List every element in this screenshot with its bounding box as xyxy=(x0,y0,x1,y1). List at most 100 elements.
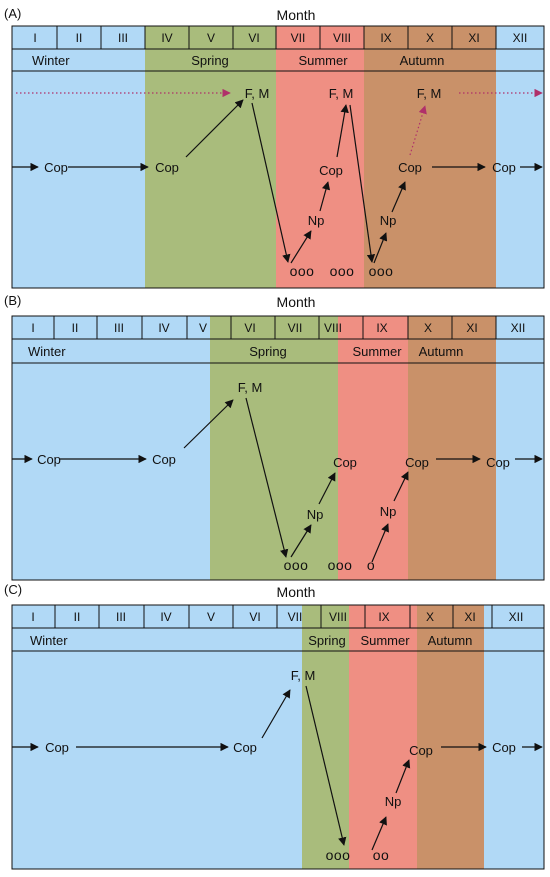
month-label: I xyxy=(33,31,36,45)
month-label: III xyxy=(116,610,126,624)
month-label: VIII xyxy=(329,610,347,624)
stage-cop: Cop xyxy=(486,455,510,470)
spring-band xyxy=(145,26,276,288)
month-label: VII xyxy=(288,610,303,624)
flow-arrows xyxy=(12,685,543,851)
stage-adults-fm: F, M xyxy=(291,668,316,683)
stage-cop: Cop xyxy=(409,743,433,758)
month-axis-title: Month xyxy=(277,294,316,310)
stage-cop: Cop xyxy=(233,740,257,755)
stage-cop: Cop xyxy=(492,740,516,755)
panel-label: (B) xyxy=(4,293,21,308)
month-label: V xyxy=(207,610,215,624)
stage-cop: Cop xyxy=(45,740,69,755)
stage-cop: Cop xyxy=(405,455,429,470)
month-label: II xyxy=(76,31,83,45)
month-label: II xyxy=(74,610,81,624)
month-label: XI xyxy=(466,321,477,335)
month-label: XI xyxy=(468,31,479,45)
month-label: VIII xyxy=(324,321,342,335)
season-label-spring: Spring xyxy=(249,344,287,359)
panel-a: (A) Month I II III IV V VI VII VIII IX xyxy=(4,6,545,289)
month-label: VI xyxy=(248,31,259,45)
stage-labels: Cop Cop F, M Np Cop Cop ooo oo xyxy=(45,668,516,863)
season-label-spring: Spring xyxy=(308,633,346,648)
autumn-band xyxy=(408,316,496,580)
month-label: I xyxy=(31,321,34,335)
stage-cop: Cop xyxy=(152,452,176,467)
month-label: V xyxy=(199,321,207,335)
month-label: IV xyxy=(161,31,172,45)
stage-cop: Cop xyxy=(398,160,422,175)
stage-cop: Cop xyxy=(155,160,179,175)
month-label: VI xyxy=(249,610,260,624)
month-label: III xyxy=(114,321,124,335)
season-label-winter: Winter xyxy=(32,53,70,68)
month-label: IV xyxy=(160,610,171,624)
stage-labels: Cop Cop F, M Np Cop Np Cop Cop ooo ooo o xyxy=(37,380,510,573)
panel-label: (C) xyxy=(4,582,22,597)
month-label: VIII xyxy=(333,31,351,45)
eggs: oo xyxy=(373,847,390,863)
month-label: IX xyxy=(378,610,389,624)
stage-nauplius: Np xyxy=(380,504,397,519)
season-label-winter: Winter xyxy=(28,344,66,359)
stage-adults-fm: F, M xyxy=(329,86,354,101)
month-label: V xyxy=(207,31,215,45)
season-label-summer: Summer xyxy=(360,633,410,648)
panel-c: (C) Month I II III IV V VI VII VIII IX xyxy=(4,582,545,870)
summer-band xyxy=(276,26,364,288)
stage-cop: Cop xyxy=(333,455,357,470)
month-label: VII xyxy=(291,31,306,45)
season-label-summer: Summer xyxy=(352,344,402,359)
eggs: ooo xyxy=(369,263,394,279)
month-label: XII xyxy=(511,321,526,335)
stage-nauplius: Np xyxy=(308,213,325,228)
month-label: XII xyxy=(513,31,528,45)
eggs: ooo xyxy=(328,557,353,573)
season-label-autumn: Autumn xyxy=(419,344,464,359)
eggs: ooo xyxy=(330,263,355,279)
stage-adults-fm: F, M xyxy=(417,86,442,101)
stage-adults-fm: F, M xyxy=(245,86,270,101)
spring-band xyxy=(302,605,349,869)
month-label: X xyxy=(424,321,432,335)
stage-cop: Cop xyxy=(44,160,68,175)
autumn-band xyxy=(364,26,496,288)
eggs: ooo xyxy=(290,263,315,279)
month-label: IX xyxy=(380,31,391,45)
stage-labels: Cop Cop F, M Np Cop F, M Np Cop F, M Cop… xyxy=(44,86,516,279)
eggs: o xyxy=(367,557,375,573)
month-label: XII xyxy=(509,610,524,624)
month-axis-title: Month xyxy=(277,584,316,600)
stage-cop: Cop xyxy=(319,163,343,178)
panel-label: (A) xyxy=(4,6,21,21)
season-label-spring: Spring xyxy=(191,53,229,68)
month-label: XI xyxy=(464,610,475,624)
month-label: IV xyxy=(158,321,169,335)
month-label: I xyxy=(31,610,34,624)
season-label-winter: Winter xyxy=(30,633,68,648)
eggs: ooo xyxy=(326,847,351,863)
stage-adults-fm: F, M xyxy=(238,380,263,395)
month-label: II xyxy=(72,321,79,335)
season-label-autumn: Autumn xyxy=(428,633,473,648)
stage-nauplius: Np xyxy=(385,794,402,809)
spring-band xyxy=(210,316,338,580)
month-label: X xyxy=(426,31,434,45)
panel-b: (B) Month I II III IV V VI VII VIII IX xyxy=(4,293,545,581)
month-axis-title: Month xyxy=(277,7,316,23)
stage-cop: Cop xyxy=(37,452,61,467)
month-label: III xyxy=(118,31,128,45)
season-label-summer: Summer xyxy=(298,53,348,68)
stage-nauplius: Np xyxy=(380,213,397,228)
month-label: X xyxy=(426,610,434,624)
month-label: IX xyxy=(376,321,387,335)
stage-nauplius: Np xyxy=(307,507,324,522)
stage-cop: Cop xyxy=(492,160,516,175)
eggs: ooo xyxy=(284,557,309,573)
autumn-band xyxy=(417,605,484,869)
flow-arrows xyxy=(12,397,543,563)
month-label: VII xyxy=(288,321,303,335)
